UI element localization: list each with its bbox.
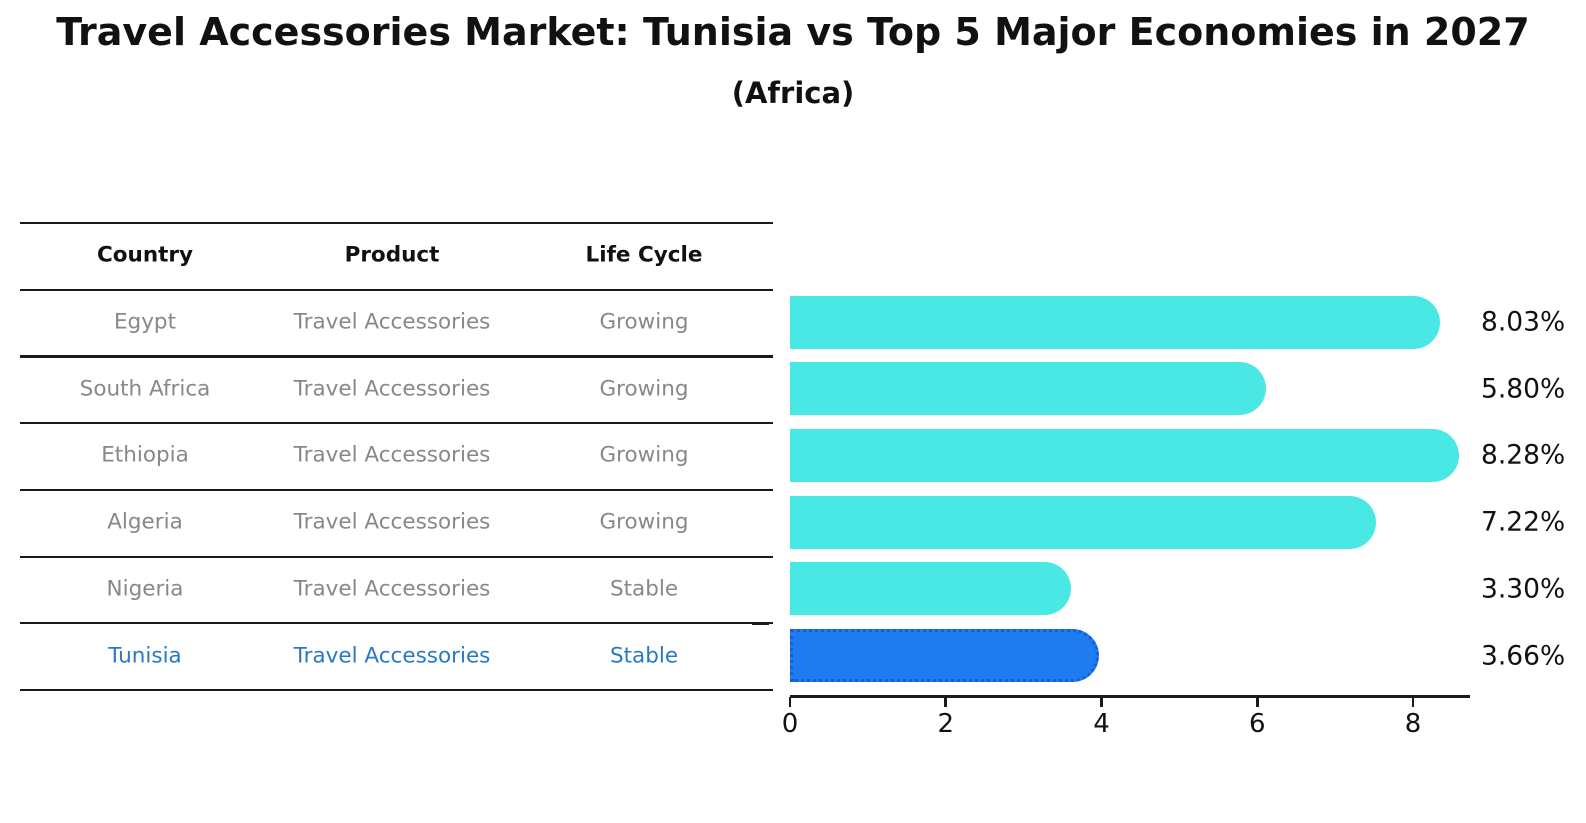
table-rule [20,622,773,625]
y-axis-tick [752,688,769,692]
y-axis-tick [752,422,769,425]
y-axis-tick [752,488,769,492]
table-cell-product: Travel Accessories [293,509,491,535]
table-cell-product: Travel Accessories [293,576,491,602]
table-header-product: Product [344,242,440,268]
table-cell-country: Algeria [107,509,183,535]
table-cell-country: Tunisia [108,643,182,669]
table-cell-country: Ethiopia [101,442,189,468]
table-rule [20,222,773,225]
bar-tunisia [790,629,1100,683]
y-axis-tick [752,622,769,625]
table-cell-life_cycle: Growing [599,442,689,468]
bar-value-label: 8.03% [1481,306,1566,338]
bar-algeria [790,495,1377,549]
table-cell-life_cycle: Stable [609,576,679,602]
bar-value-label: 3.30% [1481,573,1566,605]
table-cell-life_cycle: Stable [609,643,679,669]
x-axis-tick [788,697,792,707]
x-axis-tick-label: 8 [1404,709,1422,739]
x-axis-tick-label: 4 [1093,709,1110,739]
y-axis-tick [752,355,769,358]
table-header-life-cycle: Life Cycle [585,242,703,268]
y-axis-tick [752,555,769,558]
bar-nigeria [790,562,1072,616]
bar-south-africa [790,362,1266,416]
bar-ethiopia [790,428,1459,482]
x-axis-tick [1255,697,1259,707]
table-rule [20,422,773,425]
table-cell-product: Travel Accessories [293,376,491,402]
table-cell-country: Nigeria [106,576,184,602]
x-axis-line [790,695,1470,698]
table-rule [20,288,773,291]
x-axis-tick-label: 0 [781,709,799,739]
table-cell-product: Travel Accessories [293,309,491,335]
bar-value-label: 8.28% [1481,439,1566,471]
chart-subtitle: (Africa) [731,76,855,110]
table-rule [20,355,773,358]
table-rule [20,555,773,558]
table-cell-country: Egypt [113,309,177,335]
x-axis-tick [944,697,948,707]
table-cell-country: South Africa [79,376,211,402]
x-axis-tick-label: 2 [937,709,955,739]
table-cell-product: Travel Accessories [293,442,491,468]
bar-egypt [790,295,1440,349]
bar-value-label: 3.66% [1481,640,1566,672]
x-axis-tick-label: 6 [1248,709,1266,739]
table-cell-product: Travel Accessories [293,643,491,669]
table-rule [20,488,773,491]
bar-value-label: 7.22% [1481,506,1566,538]
table-header-country: Country [96,242,194,268]
x-axis-tick [1100,697,1103,707]
bar-value-label: 5.80% [1481,373,1566,405]
chart-title: Travel Accessories Market: Tunisia vs To… [56,10,1530,54]
table-cell-life_cycle: Growing [599,309,689,335]
y-axis-tick [752,288,769,292]
table-cell-life_cycle: Growing [599,509,689,535]
table-cell-life_cycle: Growing [599,376,689,402]
x-axis-tick [1411,697,1415,707]
table-rule [20,688,773,692]
